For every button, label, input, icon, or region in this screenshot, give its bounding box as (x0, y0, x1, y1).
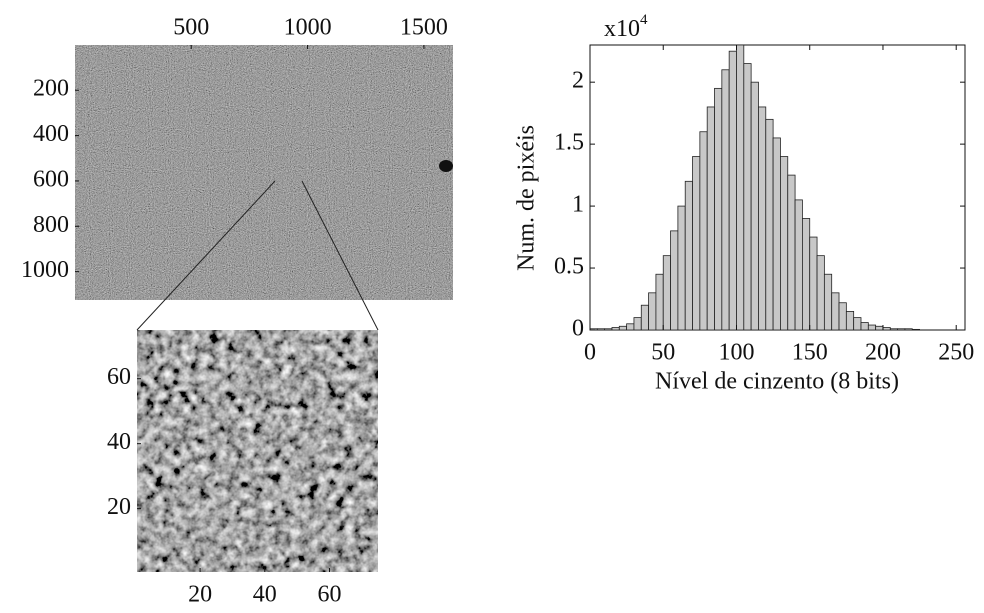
bar (816, 255, 825, 330)
bar (648, 292, 657, 330)
bar (699, 131, 708, 330)
bar (809, 236, 818, 330)
y-multiplier: x104 (604, 12, 648, 41)
x-tick-label: 1500 (400, 15, 448, 41)
dark-spot (439, 160, 453, 172)
bar (736, 45, 745, 330)
bar (684, 180, 693, 330)
bar (867, 324, 877, 330)
y-tick-label: 20 (107, 494, 131, 520)
bar (787, 174, 796, 330)
bar (633, 317, 642, 330)
bar (875, 325, 884, 330)
bar (772, 137, 781, 330)
bar (853, 317, 862, 330)
bar (802, 218, 811, 330)
speckle-image (75, 45, 453, 300)
y-tick-label: 800 (33, 212, 69, 238)
x-tick-label: 500 (173, 15, 209, 41)
zoom-image (137, 330, 378, 572)
bar (692, 156, 701, 330)
bar (831, 292, 840, 330)
bar (604, 328, 613, 330)
y-tick-label: 200 (33, 76, 69, 102)
bar (758, 106, 767, 330)
y-tick-label: 0.5 (554, 254, 584, 280)
x-tick-label: 40 (253, 582, 277, 608)
x-tick-label: 0 (584, 340, 596, 366)
y-tick-label: 600 (33, 166, 69, 192)
bar (838, 302, 847, 330)
x-axis-label: Nível de cinzento (8 bits) (655, 369, 899, 395)
x-tick-label: 50 (651, 340, 675, 366)
x-tick-label: 250 (938, 340, 974, 366)
bar (714, 87, 723, 330)
bar (860, 322, 869, 330)
zoom-line (136, 180, 276, 331)
bar (845, 311, 855, 330)
bar (750, 81, 759, 330)
y-tick-label: 2 (572, 68, 584, 94)
x-tick-label: 1000 (284, 15, 332, 41)
zoom-line (301, 180, 379, 331)
bar (794, 199, 803, 330)
x-tick-label: 200 (865, 340, 901, 366)
bar (765, 118, 774, 330)
bar (728, 50, 737, 330)
y-tick-label: 0 (572, 316, 584, 342)
bar (911, 328, 920, 330)
bar (897, 328, 906, 330)
bar (640, 304, 649, 330)
y-axis-label: Num. de pixéis (514, 125, 540, 271)
y-tick-label: 1000 (21, 257, 69, 283)
y-tick-label: 40 (107, 429, 131, 455)
bar (596, 328, 606, 330)
y-tick-label: 400 (33, 121, 69, 147)
bar (904, 328, 913, 330)
bar (823, 273, 833, 330)
bar (882, 327, 891, 330)
bars (590, 45, 920, 330)
bar (670, 230, 679, 330)
x-tick-label: 20 (188, 582, 212, 608)
bar (626, 323, 635, 330)
bar (721, 69, 730, 330)
bar (780, 156, 789, 330)
bar (611, 327, 620, 330)
x-tick-label: 150 (792, 340, 828, 366)
y-tick-label: 1.5 (554, 130, 584, 156)
bar (677, 205, 686, 330)
y-multiplier-exponent: 4 (640, 12, 648, 28)
y-tick-label: 1 (572, 192, 584, 218)
y-tick-label: 60 (107, 364, 131, 390)
bar (743, 63, 752, 330)
bar (618, 325, 628, 330)
bar (889, 328, 899, 330)
x-tick-label: 60 (317, 582, 341, 608)
bar (662, 255, 671, 330)
x-tick-label: 100 (718, 340, 754, 366)
bar (655, 273, 664, 330)
y-multiplier-base: x10 (604, 16, 640, 42)
bar (706, 106, 715, 330)
